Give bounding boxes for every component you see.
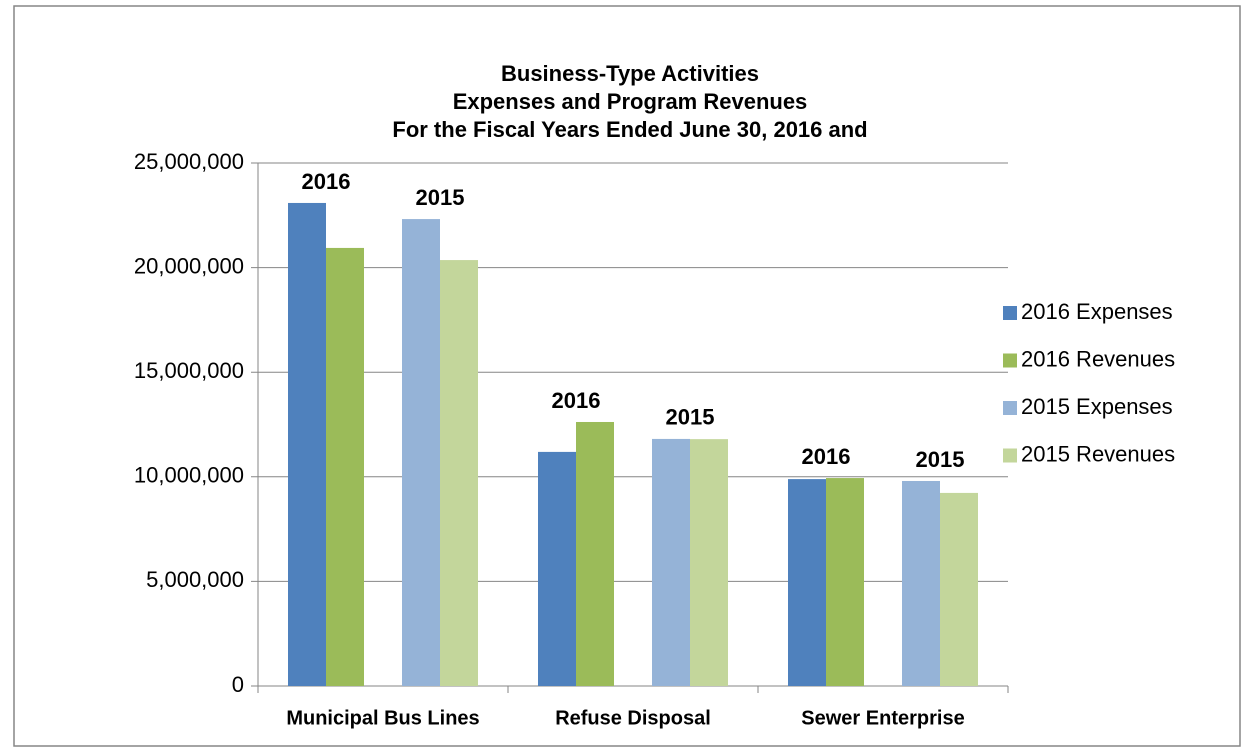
annotation: 2015 (416, 185, 465, 210)
y-tick-label: 25,000,000 (134, 149, 244, 174)
legend-label: 2015 Revenues (1021, 441, 1175, 466)
annotation: 2016 (802, 444, 851, 469)
bar (288, 202, 326, 686)
annotation: 2015 (666, 405, 715, 430)
chart-title: For the Fiscal Years Ended June 30, 2016… (392, 117, 867, 142)
bar (576, 421, 614, 686)
legend-label: 2016 Expenses (1021, 299, 1173, 324)
bar (826, 478, 864, 686)
annotation: 2015 (916, 447, 965, 472)
bar (690, 439, 728, 686)
x-tick-label: Sewer Enterprise (801, 707, 964, 729)
legend-swatch (1003, 448, 1017, 463)
bar (402, 219, 440, 686)
bar (326, 247, 364, 687)
legend-label: 2015 Expenses (1021, 394, 1173, 419)
chart-frame (13, 5, 1241, 747)
legend-label: 2016 Revenues (1021, 346, 1175, 371)
y-tick-label: 15,000,000 (134, 358, 244, 383)
y-tick-label: 10,000,000 (134, 463, 244, 488)
chart-title: Business-Type Activities (501, 61, 759, 86)
bar (652, 438, 690, 686)
annotation: 2016 (302, 169, 351, 194)
annotation: 2016 (552, 388, 601, 413)
bar (902, 480, 940, 686)
bar (440, 260, 478, 686)
x-tick-label: Refuse Disposal (555, 707, 711, 729)
y-tick-label: 20,000,000 (134, 253, 244, 278)
chart-title: Expenses and Program Revenues (453, 89, 808, 114)
y-tick-label: 0 (232, 672, 244, 697)
bar (788, 479, 826, 686)
legend-swatch (1003, 306, 1017, 320)
bar (538, 451, 576, 686)
legend-swatch (1003, 401, 1017, 415)
bar (940, 492, 978, 686)
x-tick-label: Municipal Bus Lines (286, 707, 479, 729)
legend-swatch (1003, 353, 1017, 368)
y-tick-label: 5,000,000 (146, 567, 244, 592)
